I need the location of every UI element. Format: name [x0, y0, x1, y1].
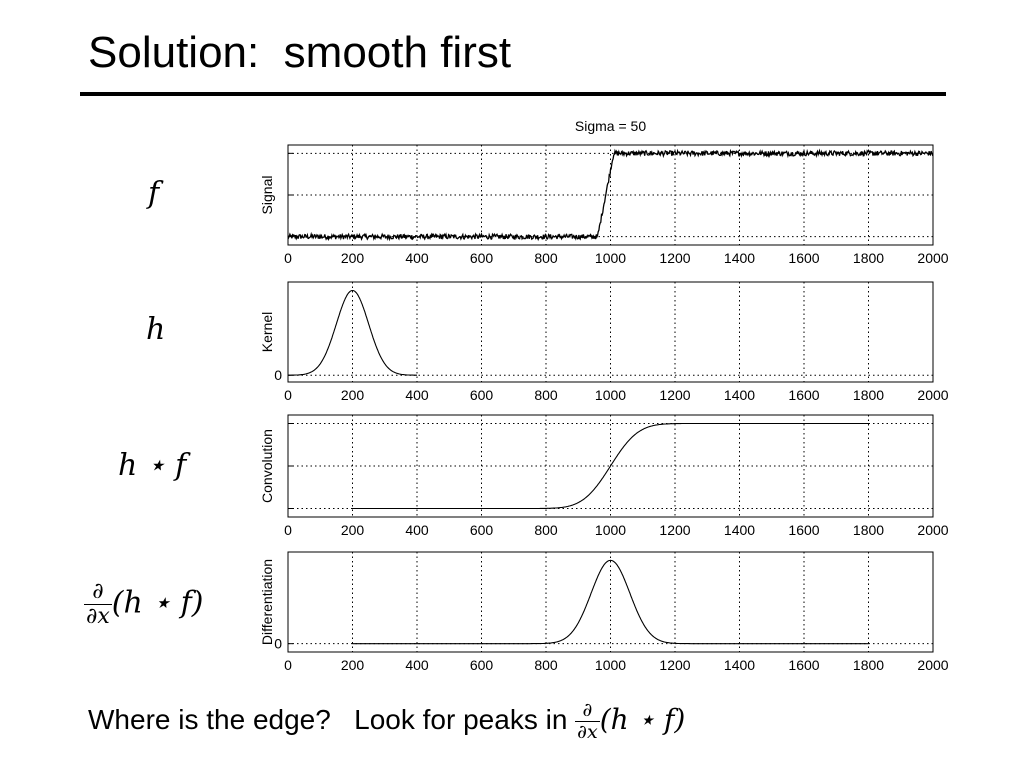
y-axis-label: Signal: [259, 176, 275, 215]
footer-text: Where is the edge? Look for peaks in ∂ ∂x…: [88, 700, 685, 743]
x-tick-label: 2000: [917, 522, 948, 538]
footer-fraction: ∂ ∂x: [575, 700, 600, 743]
x-tick-label: 0: [284, 250, 292, 266]
row-label-derivative: ∂ ∂x (h ⋆ f): [84, 579, 204, 630]
footer-paren-conv: (h ⋆ f): [599, 702, 686, 736]
series-line: [288, 289, 417, 376]
footer-fraction-denominator: ∂x: [577, 720, 598, 743]
math-conv: h ⋆ f: [118, 448, 187, 483]
x-tick-label: 1400: [724, 387, 755, 403]
x-tick-label: 1000: [595, 250, 626, 266]
row-label-f: f: [148, 176, 159, 211]
fraction-numerator: ∂: [84, 579, 112, 606]
x-tick-label: 1000: [595, 657, 626, 673]
row-label-conv: h ⋆ f: [118, 448, 186, 483]
x-tick-label: 1800: [853, 522, 884, 538]
derivative-fraction: ∂ ∂x: [84, 579, 112, 630]
row-label-h: h: [146, 312, 165, 347]
x-tick-label: 2000: [917, 387, 948, 403]
x-tick-label: 400: [405, 387, 429, 403]
math-paren-conv: (h ⋆ f): [111, 585, 204, 621]
x-tick-label: 200: [341, 387, 365, 403]
x-tick-label: 1800: [853, 250, 884, 266]
x-tick-label: 600: [470, 522, 494, 538]
x-tick-label: 1600: [788, 657, 819, 673]
slide-title: Solution: smooth first: [88, 28, 512, 77]
x-tick-label: 800: [534, 250, 558, 266]
x-tick-label: 600: [470, 387, 494, 403]
x-tick-label: 1000: [595, 522, 626, 538]
x-tick-label: 1600: [788, 522, 819, 538]
x-tick-label: 0: [284, 657, 292, 673]
x-tick-label: 1400: [724, 522, 755, 538]
y-axis-label: Kernel: [259, 312, 275, 352]
fraction-denominator: ∂x: [86, 604, 110, 630]
series-line: [352, 559, 869, 645]
x-tick-label: 1800: [853, 657, 884, 673]
charts-figure: 0 200 400 600 800 1000 1200 1400 1600 1800 2000Sig…: [259, 118, 949, 673]
footer-question: Where is the edge? Look for peaks in: [88, 703, 576, 735]
math-f: f: [148, 176, 160, 211]
y-axis-label: Differentiation: [259, 559, 275, 645]
x-tick-label: 400: [405, 522, 429, 538]
x-tick-label: 2000: [917, 250, 948, 266]
x-tick-label: 200: [341, 657, 365, 673]
x-tick-label: 1000: [595, 387, 626, 403]
series-line: [287, 148, 934, 242]
x-tick-label: 400: [405, 657, 429, 673]
y-tick-label: 0: [274, 367, 282, 383]
chart-title: Sigma = 50: [575, 118, 646, 134]
x-tick-label: 1200: [659, 657, 690, 673]
math-h: h: [146, 312, 166, 347]
x-tick-label: 200: [341, 250, 365, 266]
x-tick-label: 1200: [659, 250, 690, 266]
x-tick-label: 600: [470, 250, 494, 266]
x-tick-label: 800: [534, 522, 558, 538]
footer-fraction-numerator: ∂: [575, 700, 600, 722]
x-tick-label: 1200: [659, 387, 690, 403]
x-tick-label: 0: [284, 387, 292, 403]
x-tick-label: 1600: [788, 250, 819, 266]
x-tick-label: 600: [470, 657, 494, 673]
footer-math: ∂ ∂x (h ⋆ f): [575, 700, 686, 742]
y-tick-label: 0: [274, 636, 282, 652]
x-tick-label: 1800: [853, 387, 884, 403]
y-axis-label: Convolution: [259, 429, 275, 503]
x-tick-label: 800: [534, 657, 558, 673]
x-tick-label: 1200: [659, 522, 690, 538]
x-tick-label: 1400: [724, 250, 755, 266]
x-tick-label: 1600: [788, 387, 819, 403]
x-tick-label: 200: [341, 522, 365, 538]
series-line: [352, 422, 869, 510]
x-tick-label: 2000: [917, 657, 948, 673]
x-tick-label: 1400: [724, 657, 755, 673]
title-underline: [80, 92, 946, 96]
x-tick-label: 400: [405, 250, 429, 266]
x-tick-label: 0: [284, 522, 292, 538]
x-tick-label: 800: [534, 387, 558, 403]
